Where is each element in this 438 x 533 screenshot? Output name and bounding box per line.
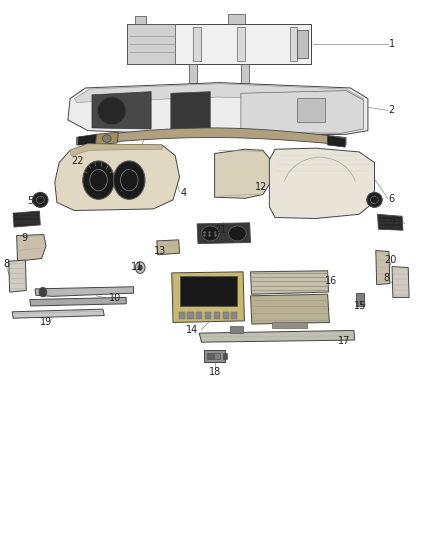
Text: 8: 8 (383, 273, 389, 283)
Bar (204, 350, 225, 362)
Polygon shape (35, 287, 134, 296)
Polygon shape (378, 214, 403, 230)
Bar (223, 353, 227, 359)
Bar (189, 64, 197, 83)
Polygon shape (251, 271, 328, 294)
Text: 5: 5 (374, 197, 381, 206)
Text: 18: 18 (209, 367, 222, 376)
Bar (356, 293, 364, 306)
Bar (214, 312, 220, 319)
Text: 6: 6 (389, 195, 395, 204)
Text: 14: 14 (186, 326, 198, 335)
Polygon shape (127, 24, 175, 64)
Text: 12: 12 (255, 182, 267, 191)
Polygon shape (30, 297, 126, 306)
Polygon shape (392, 266, 409, 297)
Text: 11: 11 (131, 262, 143, 272)
Bar (205, 312, 211, 319)
Text: 7: 7 (11, 213, 17, 223)
Ellipse shape (32, 192, 48, 207)
Text: 17: 17 (338, 336, 350, 346)
Polygon shape (251, 294, 329, 324)
Polygon shape (215, 149, 271, 198)
Ellipse shape (367, 192, 382, 207)
Polygon shape (74, 84, 364, 102)
Ellipse shape (201, 226, 219, 241)
Bar (196, 312, 202, 319)
Text: 15: 15 (354, 302, 366, 311)
Ellipse shape (113, 161, 145, 199)
Ellipse shape (97, 97, 126, 125)
Text: 1: 1 (389, 39, 395, 49)
Ellipse shape (39, 287, 47, 297)
Text: 19: 19 (40, 318, 53, 327)
Polygon shape (199, 330, 355, 342)
Bar (193, 27, 201, 61)
Ellipse shape (102, 135, 111, 142)
Text: 20: 20 (384, 255, 396, 265)
Polygon shape (68, 83, 368, 136)
Text: 9: 9 (21, 233, 27, 243)
Polygon shape (171, 92, 210, 129)
Polygon shape (95, 132, 118, 145)
Bar (135, 16, 146, 23)
Ellipse shape (138, 265, 142, 270)
Bar (187, 312, 194, 319)
Bar (223, 312, 229, 319)
Text: 7: 7 (389, 219, 395, 229)
Text: 8: 8 (4, 259, 10, 269)
Bar (228, 14, 245, 23)
Polygon shape (77, 128, 346, 145)
Polygon shape (241, 91, 364, 133)
Text: 4: 4 (180, 188, 187, 198)
Bar (231, 312, 237, 319)
Text: 13: 13 (154, 246, 166, 255)
Polygon shape (376, 251, 390, 285)
Polygon shape (9, 260, 26, 292)
Text: 16: 16 (325, 277, 337, 286)
Ellipse shape (83, 161, 114, 199)
Bar (207, 353, 213, 359)
Polygon shape (197, 223, 251, 244)
Text: 5: 5 (27, 197, 33, 206)
Ellipse shape (229, 226, 246, 241)
Polygon shape (269, 148, 374, 219)
Polygon shape (127, 24, 311, 64)
Bar (297, 98, 325, 122)
Bar (290, 27, 297, 61)
Polygon shape (172, 272, 244, 322)
Polygon shape (328, 136, 345, 147)
Bar (237, 27, 245, 61)
Bar (272, 322, 307, 328)
Bar (241, 64, 249, 83)
Text: 10: 10 (109, 294, 121, 303)
Text: 3: 3 (125, 164, 131, 173)
Text: 21: 21 (215, 225, 227, 235)
Polygon shape (157, 240, 180, 255)
Polygon shape (78, 134, 96, 145)
Bar (297, 30, 307, 58)
Ellipse shape (135, 262, 145, 273)
Bar (179, 312, 185, 319)
Polygon shape (13, 211, 40, 227)
Polygon shape (17, 235, 46, 261)
Text: 22: 22 (71, 156, 84, 166)
Bar (214, 353, 220, 359)
Polygon shape (70, 144, 162, 156)
Bar (180, 276, 237, 306)
Polygon shape (55, 144, 180, 211)
Bar (230, 326, 243, 333)
Text: 2: 2 (389, 106, 395, 115)
Polygon shape (12, 309, 104, 318)
Polygon shape (92, 92, 151, 129)
